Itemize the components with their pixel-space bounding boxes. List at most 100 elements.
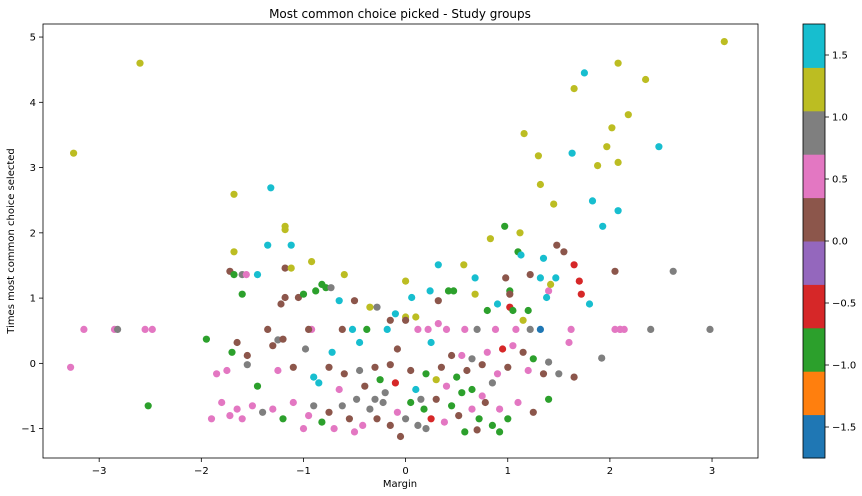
y-tick-label: 0	[30, 359, 36, 370]
data-point-66	[547, 280, 555, 288]
data-point-125	[228, 348, 236, 356]
x-axis: −3 −2 −1 0 1 2 3	[92, 458, 715, 477]
data-point-156	[371, 363, 379, 371]
data-point-78	[543, 293, 551, 302]
data-point-197	[407, 398, 415, 407]
data-point-52	[526, 271, 534, 279]
data-point-79	[493, 300, 502, 308]
data-point-4	[642, 75, 650, 84]
data-point-131	[356, 338, 364, 347]
data-point-141	[529, 355, 537, 363]
data-point-67	[577, 290, 585, 298]
data-point-235	[478, 392, 486, 400]
y-axis: −1 0 1 2 3 4 5	[21, 33, 43, 435]
data-point-48	[253, 271, 262, 279]
data-point-99	[141, 325, 149, 333]
chart-title: Most common choice picked - Study groups	[269, 7, 531, 21]
data-point-190	[359, 421, 367, 429]
data-point-211	[504, 415, 512, 423]
x-tick-label: 3	[709, 466, 715, 477]
data-point-142	[545, 358, 553, 366]
data-point-139	[509, 342, 517, 350]
data-point-230	[545, 395, 553, 403]
data-point-74	[506, 290, 514, 298]
data-point-135	[458, 351, 466, 360]
data-point-115	[526, 325, 534, 333]
data-point-169	[570, 373, 578, 381]
data-point-150	[274, 366, 282, 375]
data-point-71	[299, 290, 308, 298]
data-point-60	[312, 287, 320, 295]
data-point-88	[391, 310, 399, 318]
data-point-43	[611, 267, 619, 275]
data-point-219	[381, 389, 389, 397]
data-point-146	[67, 363, 75, 371]
data-point-54	[552, 274, 560, 282]
data-point-128	[279, 335, 287, 343]
data-point-161	[453, 373, 461, 381]
data-point-77	[434, 297, 442, 305]
data-point-108	[414, 325, 422, 333]
data-point-155	[356, 366, 364, 375]
data-point-117	[567, 325, 575, 333]
data-point-32	[230, 248, 238, 256]
colorbar-segment	[803, 327, 825, 372]
data-point-224	[335, 385, 343, 394]
data-point-69	[294, 293, 302, 302]
colorbar-tick-label: −1.5	[832, 423, 856, 434]
x-axis-label: Margin	[383, 479, 417, 490]
data-point-215	[422, 425, 430, 433]
data-point-96	[80, 325, 88, 333]
data-point-167	[539, 370, 548, 378]
data-point-19	[588, 197, 597, 205]
data-point-199	[420, 405, 428, 413]
data-point-193	[379, 398, 387, 407]
data-point-177	[259, 408, 267, 416]
data-point-223	[468, 385, 476, 394]
data-point-38	[460, 261, 468, 269]
data-point-92	[386, 316, 394, 324]
data-point-175	[238, 415, 246, 423]
data-point-25	[501, 222, 509, 230]
data-point-76	[335, 297, 343, 305]
data-point-34	[517, 251, 525, 259]
data-point-149	[243, 361, 251, 369]
colorbar-segment	[803, 24, 825, 68]
data-point-172	[218, 398, 226, 407]
data-point-202	[440, 418, 448, 426]
data-point-205	[461, 428, 469, 436]
data-point-127	[269, 342, 277, 350]
plot-frame	[42, 23, 759, 459]
data-point-168	[555, 370, 563, 378]
data-point-171	[207, 415, 216, 423]
data-point-170	[144, 402, 152, 410]
data-point-86	[509, 306, 517, 315]
data-point-80	[277, 300, 285, 308]
data-point-138	[499, 345, 507, 353]
data-point-102	[338, 325, 346, 333]
data-point-126	[243, 351, 251, 360]
data-point-12	[568, 149, 576, 157]
data-point-185	[325, 408, 333, 416]
data-point-3	[580, 69, 589, 77]
data-point-105	[348, 325, 357, 333]
data-point-111	[461, 325, 469, 333]
data-point-0	[720, 38, 728, 46]
data-point-21	[614, 207, 622, 215]
data-point-226	[315, 379, 323, 387]
data-point-206	[468, 405, 476, 413]
colorbar-segment	[803, 241, 825, 285]
data-point-217	[473, 426, 481, 434]
data-point-143	[565, 338, 573, 347]
data-point-14	[614, 158, 622, 166]
data-point-44	[669, 267, 677, 275]
data-point-134	[448, 351, 456, 360]
data-point-173	[226, 412, 234, 420]
data-point-201	[432, 395, 440, 403]
data-point-59	[327, 284, 335, 292]
data-point-188	[345, 415, 353, 423]
data-point-198	[414, 421, 422, 429]
colorbar-tick-label: −0.5	[832, 299, 856, 310]
data-point-109	[424, 325, 432, 333]
y-axis-label: Times most common choice selected	[6, 148, 17, 335]
